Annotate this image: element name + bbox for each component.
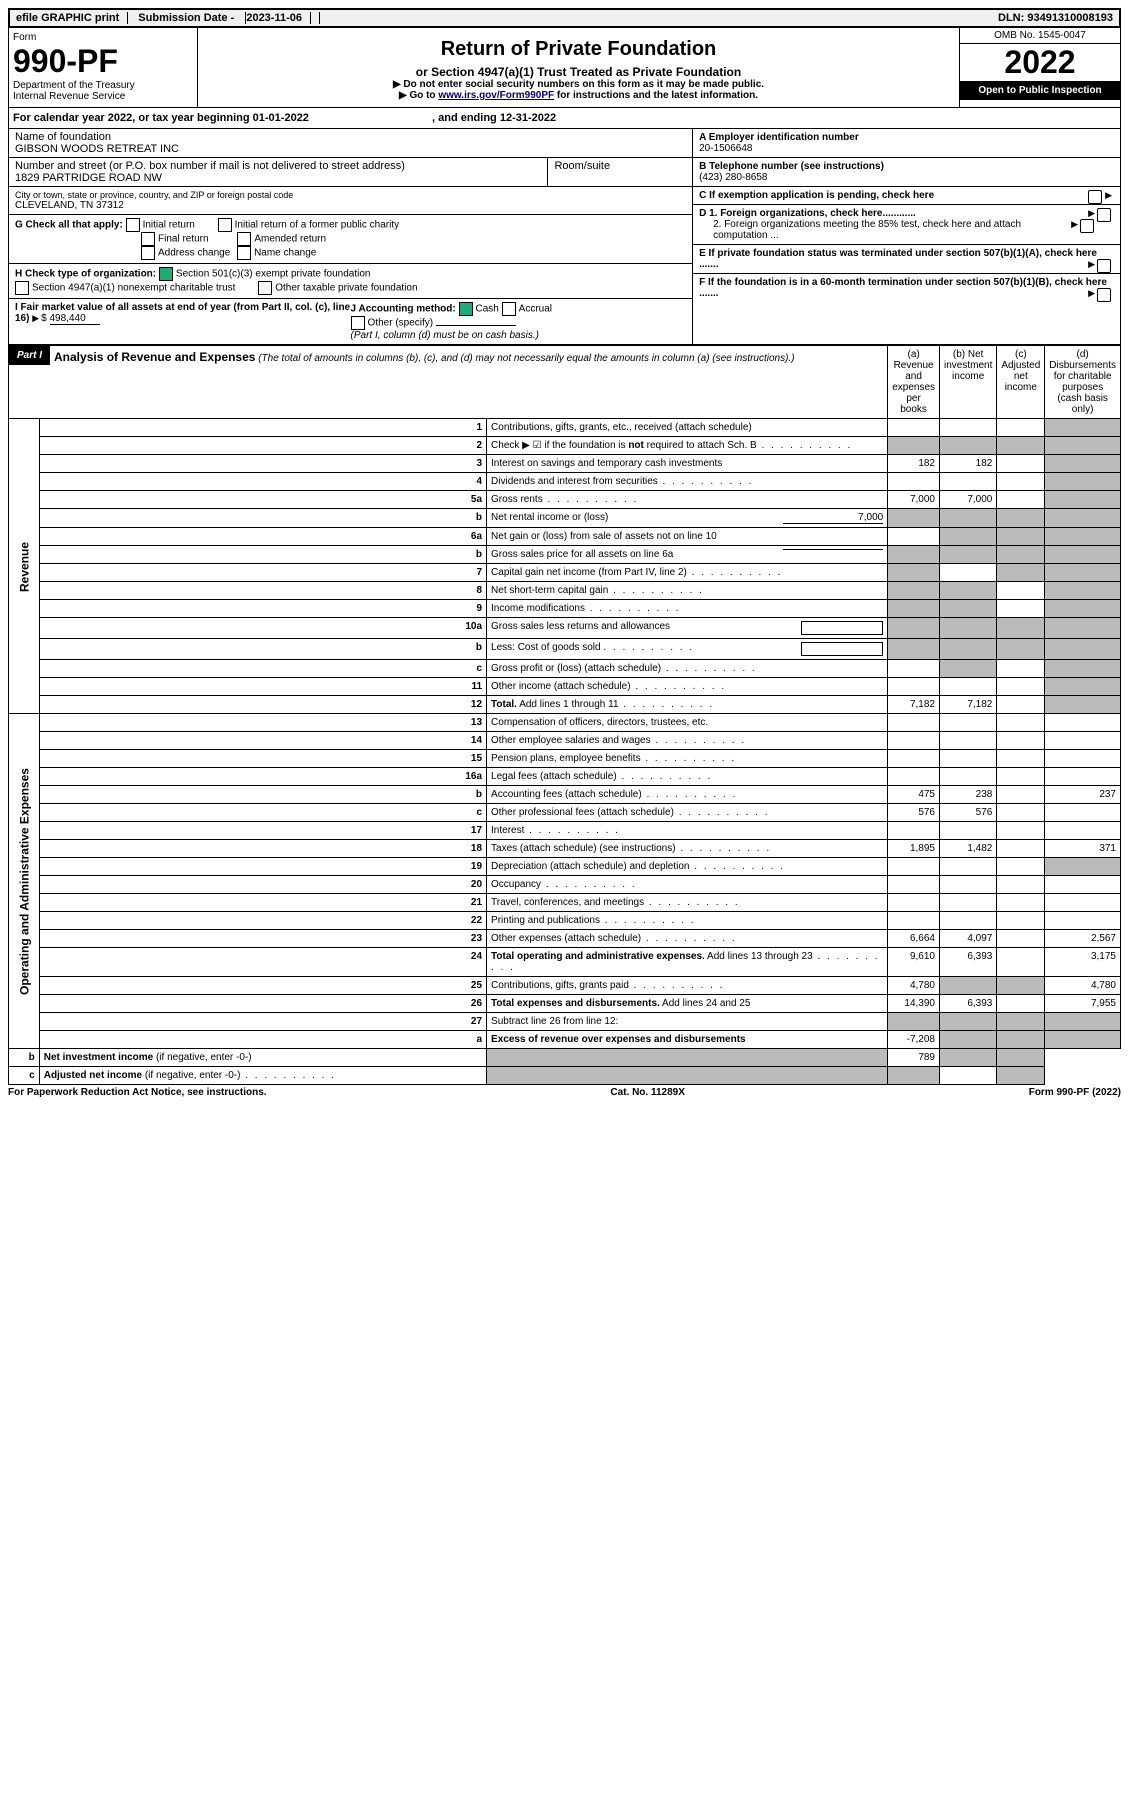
note-ssn: ▶ Do not enter social security numbers o… (204, 79, 953, 90)
row-c: c Adjusted net income (if negative, ente… (9, 1067, 1121, 1085)
dept-line1: Department of the Treasury (13, 80, 193, 91)
row-14: 14 Other employee salaries and wages (9, 732, 1121, 750)
form-number: 990-PF (13, 43, 193, 80)
irs-link[interactable]: www.irs.gov/Form990PF (438, 90, 554, 101)
row-18: 18 Taxes (attach schedule) (see instruct… (9, 840, 1121, 858)
entity-info: Name of foundation GIBSON WOODS RETREAT … (8, 129, 1121, 345)
row-b: b Net investment income (if negative, en… (9, 1049, 1121, 1067)
row-25: 25 Contributions, gifts, grants paid 4,7… (9, 977, 1121, 995)
address: 1829 PARTRIDGE ROAD NW (15, 172, 541, 184)
part1-label: Part I (9, 346, 50, 365)
dept-line2: Internal Revenue Service (13, 91, 193, 102)
page-footer: For Paperwork Reduction Act Notice, see … (8, 1085, 1121, 1098)
omb: OMB No. 1545-0047 (960, 28, 1120, 44)
col-d-header: (d) Disbursements for charitable purpose… (1045, 346, 1121, 419)
phone-label: B Telephone number (see instructions) (699, 161, 884, 172)
row-27: 27 Subtract line 26 from line 12: (9, 1013, 1121, 1031)
part1-title: Analysis of Revenue and Expenses (The to… (50, 346, 887, 368)
room-label: Room/suite (548, 158, 692, 186)
section-c: C If exemption application is pending, c… (693, 187, 1120, 205)
row-b: b Accounting fees (attach schedule) 475 … (9, 786, 1121, 804)
phone-value: (423) 280-8658 (699, 172, 767, 183)
revenue-side-label: Revenue (9, 419, 40, 714)
row-13: Operating and Administrative Expenses 13… (9, 714, 1121, 732)
efile-label[interactable]: efile GRAPHIC print (16, 12, 128, 24)
row-b: b Less: Cost of goods sold (9, 639, 1121, 660)
row-22: 22 Printing and publications (9, 912, 1121, 930)
row-1: Revenue 1 Contributions, gifts, grants, … (9, 419, 1121, 437)
top-bar: efile GRAPHIC print Submission Date - 20… (8, 8, 1121, 28)
footer-right: Form 990-PF (2022) (1029, 1087, 1121, 1098)
row-17: 17 Interest (9, 822, 1121, 840)
row-5a: 5a Gross rents 7,000 7,000 (9, 491, 1121, 509)
row-7: 7 Capital gain net income (from Part IV,… (9, 564, 1121, 582)
row-2: 2 Check ▶ ☑ if the foundation is not req… (9, 437, 1121, 455)
city-label: City or town, state or province, country… (15, 190, 686, 200)
row-19: 19 Depreciation (attach schedule) and de… (9, 858, 1121, 876)
ein-label: A Employer identification number (699, 132, 859, 143)
addr-label: Number and street (or P.O. box number if… (15, 160, 541, 172)
row-b: b Gross sales price for all assets on li… (9, 546, 1121, 564)
row-15: 15 Pension plans, employee benefits (9, 750, 1121, 768)
row-11: 11 Other income (attach schedule) (9, 678, 1121, 696)
row-8: 8 Net short-term capital gain (9, 582, 1121, 600)
section-h: H Check type of organization: Section 50… (9, 264, 692, 299)
row-12: 12 Total. Add lines 1 through 11 7,182 7… (9, 696, 1121, 714)
col-a-header: (a) Revenue and expenses per books (888, 346, 940, 419)
note-link: ▶ Go to www.irs.gov/Form990PF for instru… (204, 90, 953, 101)
form-label: Form (13, 32, 193, 43)
section-f: F If the foundation is in a 60-month ter… (693, 274, 1120, 302)
expenses-side-label: Operating and Administrative Expenses (9, 714, 40, 1049)
part1-table: Part I Analysis of Revenue and Expenses … (8, 345, 1121, 1085)
row-26: 26 Total expenses and disbursements. Add… (9, 995, 1121, 1013)
row-16a: 16a Legal fees (attach schedule) (9, 768, 1121, 786)
form-title: Return of Private Foundation (204, 38, 953, 61)
section-e: E If private foundation status was termi… (693, 245, 1120, 274)
footer-mid: Cat. No. 11289X (610, 1087, 684, 1098)
row-6a: 6a Net gain or (loss) from sale of asset… (9, 528, 1121, 546)
row-3: 3 Interest on savings and temporary cash… (9, 455, 1121, 473)
row-10a: 10a Gross sales less returns and allowan… (9, 618, 1121, 639)
section-g: G Check all that apply: Initial return I… (9, 215, 692, 264)
footer-left: For Paperwork Reduction Act Notice, see … (8, 1087, 267, 1098)
row-c: c Other professional fees (attach schedu… (9, 804, 1121, 822)
row-a: a Excess of revenue over expenses and di… (9, 1031, 1121, 1049)
section-i-j: I Fair market value of all assets at end… (9, 299, 692, 344)
city-state-zip: CLEVELAND, TN 37312 (15, 200, 686, 211)
section-d: D 1. Foreign organizations, check here..… (693, 205, 1120, 245)
row-b: b Net rental income or (loss) 7,000 (9, 509, 1121, 528)
row-9: 9 Income modifications (9, 600, 1121, 618)
tax-year: 2022 (960, 44, 1120, 81)
dln: DLN: 93491310008193 (992, 10, 1119, 26)
row-4: 4 Dividends and interest from securities (9, 473, 1121, 491)
row-20: 20 Occupancy (9, 876, 1121, 894)
col-b-header: (b) Net investment income (940, 346, 997, 419)
name-label: Name of foundation (15, 131, 686, 143)
form-header: Form 990-PF Department of the Treasury I… (8, 28, 1121, 108)
ein-value: 20-1506648 (699, 143, 752, 154)
col-c-header: (c) Adjusted net income (997, 346, 1045, 419)
row-23: 23 Other expenses (attach schedule) 6,66… (9, 930, 1121, 948)
row-21: 21 Travel, conferences, and meetings (9, 894, 1121, 912)
row-c: c Gross profit or (loss) (attach schedul… (9, 660, 1121, 678)
foundation-name: GIBSON WOODS RETREAT INC (15, 143, 686, 155)
open-to-public: Open to Public Inspection (960, 81, 1120, 100)
submission-date: Submission Date - 2023-11-06 (138, 12, 320, 24)
calendar-year-line: For calendar year 2022, or tax year begi… (8, 108, 1121, 129)
form-subtitle: or Section 4947(a)(1) Trust Treated as P… (204, 65, 953, 79)
row-24: 24 Total operating and administrative ex… (9, 948, 1121, 977)
